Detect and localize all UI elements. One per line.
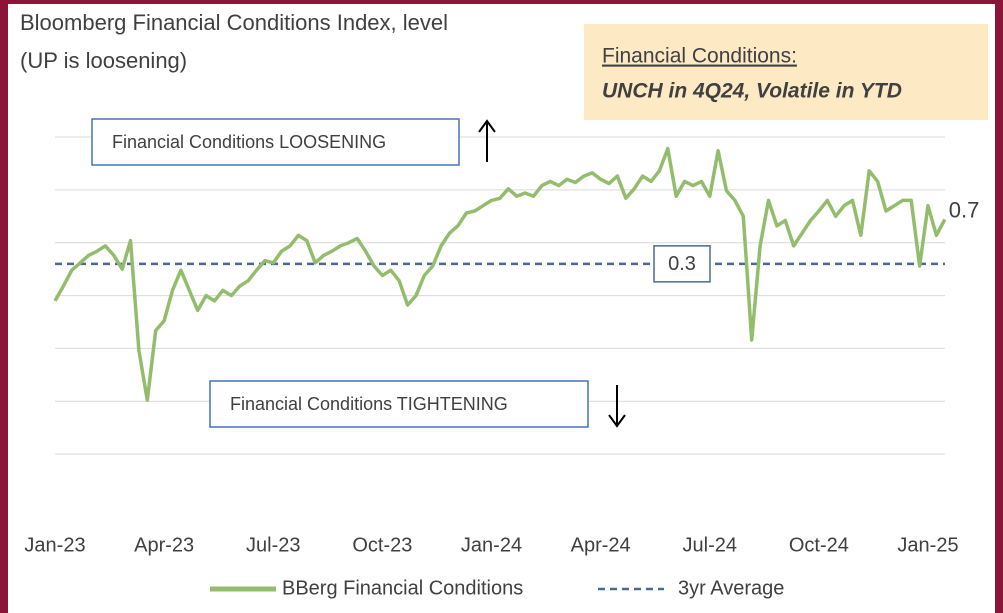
note-heading: Financial Conditions: xyxy=(602,45,797,68)
x-tick-label: Jan-23 xyxy=(24,534,85,556)
annotation: Financial Conditions LOOSENING xyxy=(112,132,386,152)
legend-label: BBerg Financial Conditions xyxy=(282,577,523,599)
x-tick-label: Jan-24 xyxy=(461,534,522,556)
annotation-box xyxy=(91,118,460,166)
x-tick-label: Jul-23 xyxy=(246,534,300,556)
legend-label: 3yr Average xyxy=(678,577,784,599)
up-arrow xyxy=(478,119,496,162)
x-tick-label: Oct-24 xyxy=(789,534,849,556)
x-tick-label: Oct-23 xyxy=(352,534,412,556)
average-label: 0.3 xyxy=(668,253,696,275)
x-tick-label: Apr-23 xyxy=(134,534,194,556)
note-box xyxy=(584,24,988,120)
annotation-box xyxy=(209,380,589,428)
x-tick-label: Apr-24 xyxy=(571,534,631,556)
down-arrow xyxy=(608,385,626,428)
series-line xyxy=(53,146,947,402)
x-tick-label: Jan-25 xyxy=(897,534,958,556)
note-text: UNCH in 4Q24, Volatile in YTD xyxy=(602,80,902,103)
chart-title: Bloomberg Financial Conditions Index, le… xyxy=(20,10,448,35)
chart-subtitle: (UP is loosening) xyxy=(20,48,187,73)
data-label: 0.7 xyxy=(949,197,980,222)
annotation: Financial Conditions TIGHTENING xyxy=(230,394,508,414)
average-label-box xyxy=(653,245,711,283)
x-tick-label: Jul-24 xyxy=(683,534,737,556)
